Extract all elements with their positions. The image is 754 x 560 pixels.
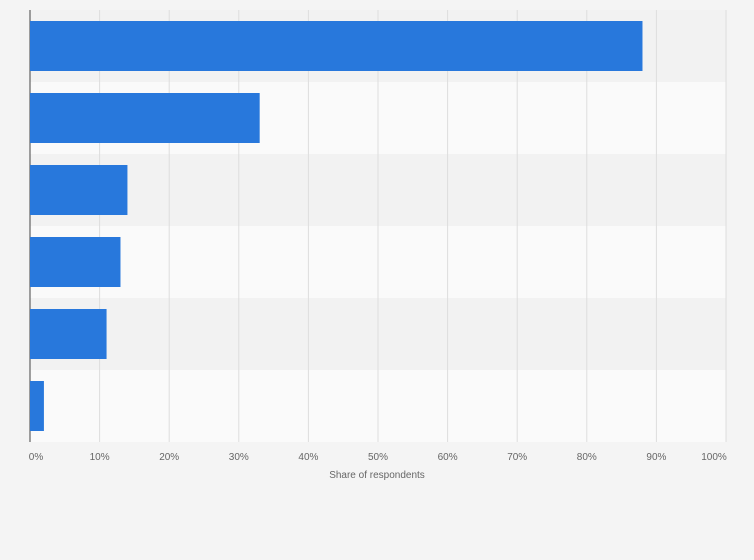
x-tick-label: 90% <box>646 452 666 463</box>
x-tick-label: 0% <box>29 452 44 463</box>
x-axis-title: Share of respondents <box>329 470 425 481</box>
x-tick-label: 50% <box>368 452 388 463</box>
x-tick-label: 40% <box>298 452 318 463</box>
bar <box>30 381 44 431</box>
x-tick-label: 70% <box>507 452 527 463</box>
x-tick-label: 10% <box>90 452 110 463</box>
x-tick-labels: 0% 10% 20% 30% 40% 50% 60% 70% 80% 90% 100% <box>29 452 727 463</box>
bars <box>30 21 643 431</box>
bar <box>30 21 643 71</box>
bar <box>30 309 107 359</box>
x-tick-label: 60% <box>438 452 458 463</box>
x-tick-label: 100% <box>701 452 727 463</box>
bar <box>30 165 128 215</box>
x-tick-label: 20% <box>159 452 179 463</box>
bar <box>30 93 260 143</box>
bar <box>30 237 121 287</box>
x-tick-label: 80% <box>577 452 597 463</box>
gridlines <box>99 10 727 442</box>
x-tick-label: 30% <box>229 452 249 463</box>
